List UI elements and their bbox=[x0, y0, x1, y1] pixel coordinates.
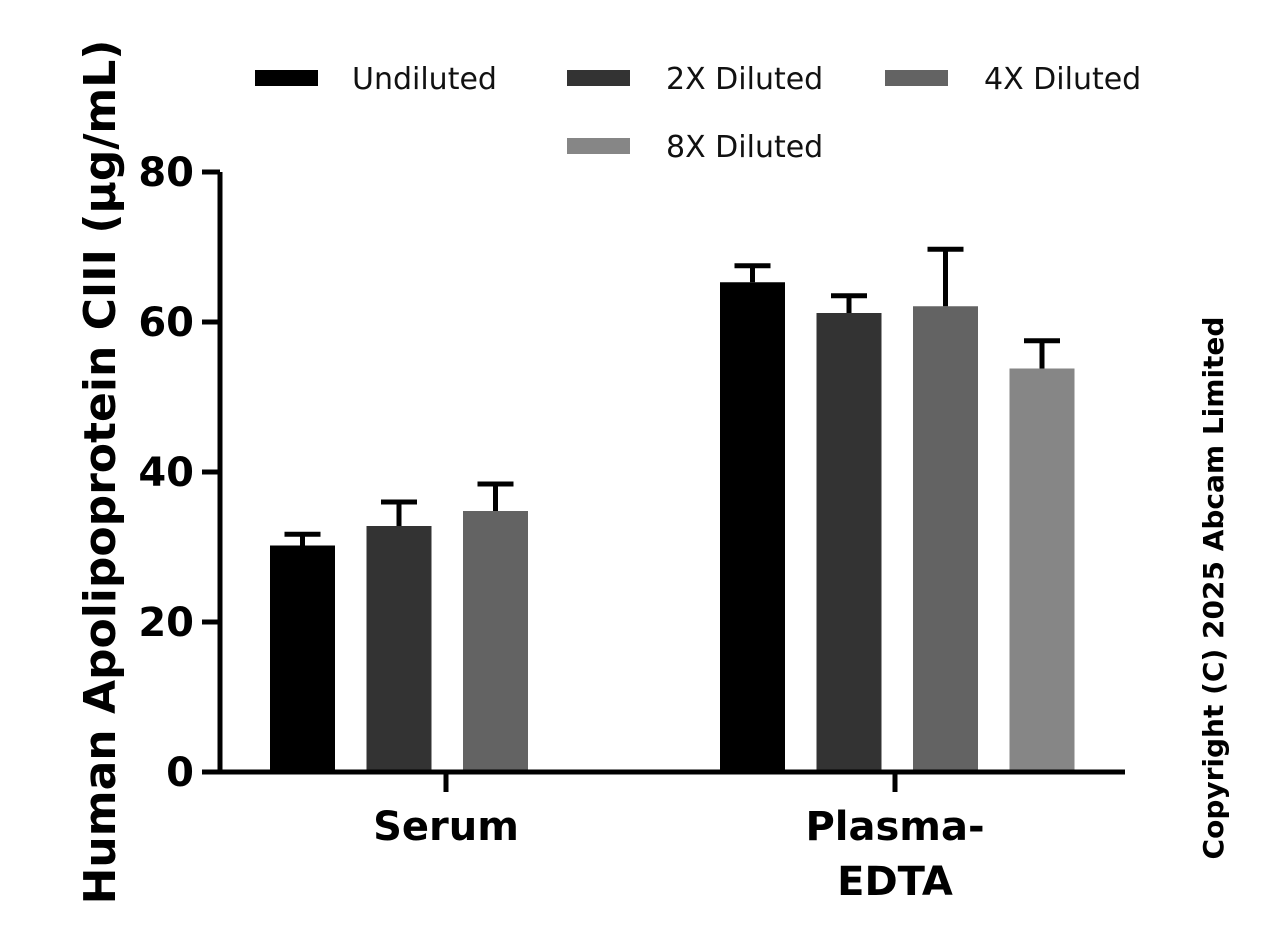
y-tick-label: 80 bbox=[138, 150, 194, 196]
legend: Undiluted 2X Diluted 4X Diluted 8X Diluted bbox=[255, 62, 1141, 165]
legend-swatch bbox=[567, 70, 630, 86]
bar bbox=[913, 306, 978, 772]
y-tick-label: 20 bbox=[138, 600, 194, 646]
legend-swatch bbox=[885, 70, 948, 86]
bar bbox=[1009, 368, 1075, 772]
axes: 0 20 40 60 80 Serum Plasma- EDTA bbox=[138, 150, 1125, 905]
bar bbox=[270, 545, 335, 772]
bar bbox=[720, 282, 785, 772]
legend-swatch bbox=[567, 138, 630, 154]
bar bbox=[816, 313, 882, 772]
legend-label: 4X Diluted bbox=[984, 62, 1141, 97]
plot-area bbox=[270, 246, 1075, 772]
x-tick-label: Plasma- bbox=[805, 804, 984, 850]
legend-label: 8X Diluted bbox=[666, 130, 823, 165]
legend-label: 2X Diluted bbox=[666, 62, 823, 97]
bar bbox=[463, 511, 528, 772]
copyright-text: Copyright (C) 2025 Abcam Limited bbox=[1197, 317, 1230, 860]
y-tick-label: 40 bbox=[138, 450, 194, 496]
legend-label: Undiluted bbox=[352, 62, 497, 97]
y-axis-label: Human Apolipoprotein CIII (µg/mL) bbox=[75, 40, 126, 905]
x-tick-label: EDTA bbox=[837, 859, 953, 905]
y-tick-label: 60 bbox=[138, 300, 194, 346]
x-tick-label: Serum bbox=[373, 804, 519, 850]
y-tick-label: 0 bbox=[166, 750, 194, 796]
legend-swatch bbox=[255, 70, 318, 86]
bar bbox=[366, 526, 432, 772]
